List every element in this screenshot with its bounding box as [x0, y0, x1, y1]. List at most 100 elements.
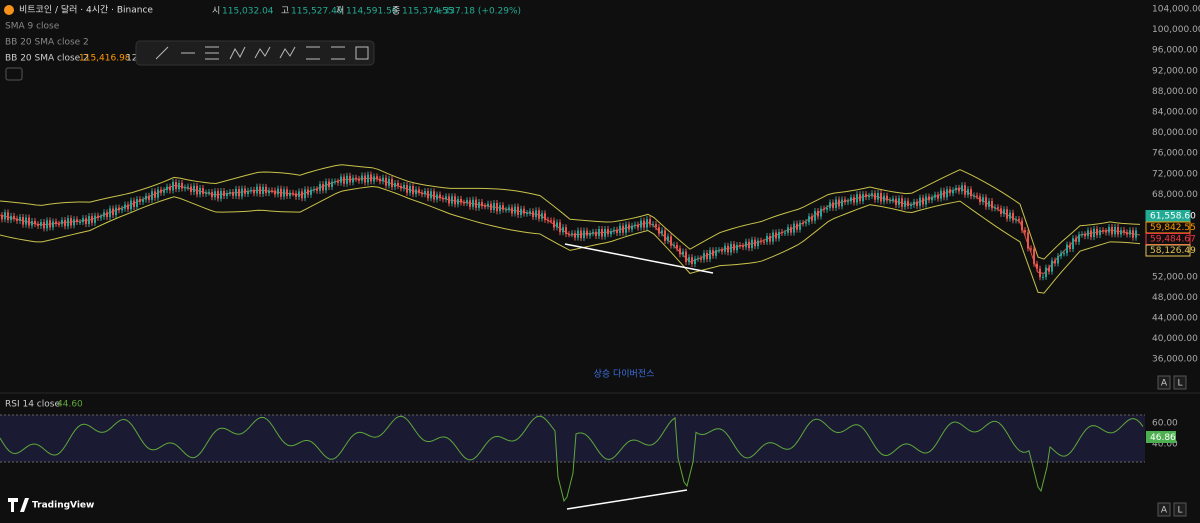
candle-body [190, 186, 192, 193]
candle-body [67, 218, 69, 227]
candle-body [505, 209, 507, 211]
log-button[interactable] [1173, 375, 1187, 390]
candle-body [679, 248, 681, 255]
auto-label[interactable]: A [1161, 506, 1168, 516]
candle-body [748, 241, 750, 249]
candle-body [634, 224, 636, 226]
candle-body [70, 218, 72, 226]
ohlc: 시 115,032.04 고 115,527.40저 114,591.56종 115,37… [212, 6, 454, 17]
candle-body [820, 208, 822, 217]
candle-body [376, 176, 378, 179]
candle-body [307, 189, 309, 195]
candle-body [472, 199, 474, 207]
candle-body [133, 200, 135, 207]
auto-button[interactable] [1157, 375, 1171, 390]
candle-body [262, 186, 264, 194]
candle-body [325, 181, 327, 191]
candle-body [763, 241, 765, 243]
candle-body [631, 225, 633, 230]
candle-body [535, 210, 537, 218]
price-axis-label: 76,000.00 [1152, 149, 1198, 159]
candle-body [91, 216, 93, 223]
log-button[interactable] [1173, 502, 1187, 517]
candle-body [589, 233, 591, 236]
candle-body [49, 220, 51, 228]
candle-body [181, 182, 183, 189]
tool-pattern[interactable] [229, 46, 246, 60]
tool-abcd[interactable] [279, 46, 296, 59]
candle-body [379, 178, 381, 182]
candle-body [97, 215, 99, 218]
tool-trendline[interactable] [155, 46, 169, 60]
candle-body [25, 217, 27, 225]
log-label[interactable]: L [1177, 379, 1182, 389]
indicator-bb: BB 20 SMA close 2 [5, 38, 89, 48]
candle-body [880, 193, 882, 202]
candle-body [421, 192, 423, 195]
candle-body [625, 224, 627, 233]
tool-date[interactable] [331, 46, 345, 60]
candle-body [1057, 256, 1059, 264]
candle-body [412, 186, 414, 195]
tool-xabcd[interactable] [254, 46, 271, 59]
bb-upper [0, 164, 1141, 260]
btc-icon [4, 5, 14, 15]
rsi-title: RSI 14 close [5, 400, 60, 410]
candle-body [1084, 234, 1086, 237]
log-label[interactable]: L [1177, 506, 1182, 516]
candle-body [775, 232, 777, 239]
candle-body [796, 223, 798, 230]
candle-body [7, 212, 9, 221]
candle-body [151, 191, 153, 200]
candle-body [970, 189, 972, 197]
candle-body [481, 202, 483, 207]
candle-body [883, 195, 885, 202]
candle-body [811, 216, 813, 221]
candle-body [961, 185, 963, 192]
candle-body [316, 189, 318, 191]
candle-body [769, 236, 771, 242]
tool-rect[interactable] [355, 46, 369, 60]
candle-body [628, 224, 630, 230]
annotation: 상승 다이버전스 [594, 369, 655, 380]
candle-body [910, 204, 912, 207]
collapse-button[interactable] [5, 67, 23, 81]
candle-body [922, 197, 924, 205]
candle-body [556, 222, 558, 228]
candle-body [19, 216, 21, 221]
candle-body [214, 191, 216, 198]
candle-body [661, 230, 663, 234]
auto-button[interactable] [1157, 502, 1171, 517]
candle-body [1111, 226, 1113, 235]
tool-channel[interactable] [205, 46, 219, 60]
tool-range[interactable] [306, 46, 320, 60]
price-axis-label: 40,000.00 [1152, 334, 1198, 344]
candle-body [22, 216, 24, 225]
candle-body [169, 186, 171, 191]
candle-body [79, 222, 81, 224]
candle-body [310, 189, 312, 195]
candle-body [964, 185, 966, 195]
price-axis-label: 80,000.00 [1152, 128, 1198, 138]
auto-label[interactable]: A [1161, 379, 1168, 389]
candle-body [691, 257, 693, 264]
candle-body [805, 222, 807, 224]
candle-body [514, 206, 516, 214]
candle-body [115, 207, 117, 216]
candle-body [373, 176, 375, 182]
candle-body [319, 184, 321, 191]
candle-body [418, 189, 420, 193]
candle-body [223, 191, 225, 197]
candle-body [175, 181, 177, 190]
candle-body [466, 200, 468, 204]
candle-body [694, 258, 696, 264]
candle-body [1000, 208, 1002, 214]
candle-body [802, 222, 804, 224]
candle-body [280, 188, 282, 197]
candle-body [40, 222, 42, 226]
candle-body [1078, 234, 1080, 242]
candle-body [394, 182, 396, 188]
candle-body [160, 189, 162, 193]
candle-body [1021, 220, 1023, 231]
candle-body [607, 228, 609, 235]
